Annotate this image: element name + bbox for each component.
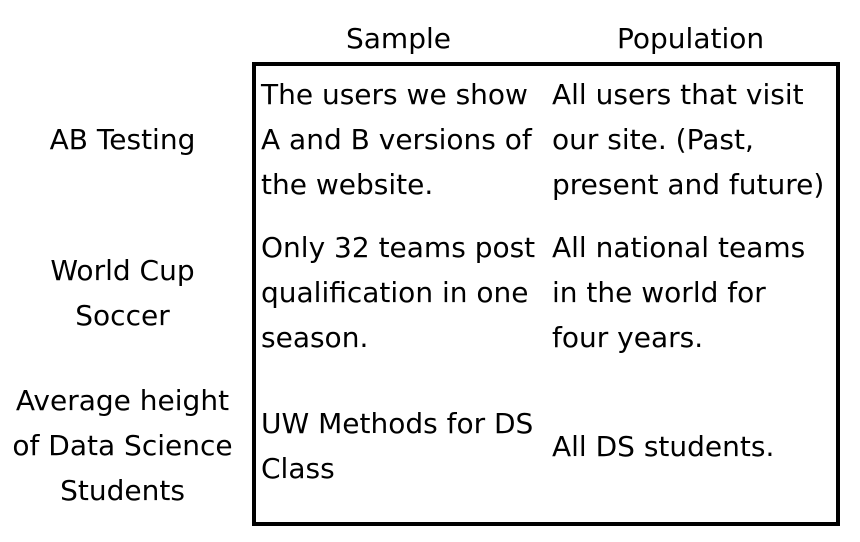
cell-line: present and future): [552, 168, 825, 201]
row-label-line: Average height: [15, 384, 230, 417]
cell-sample-average-height: UW Methods for DS Class: [261, 401, 533, 491]
cell-line: All national teams: [552, 231, 806, 264]
cell-line: four years.: [552, 321, 704, 354]
row-label-line: AB Testing: [49, 123, 196, 156]
cell-line: UW Methods for DS: [261, 407, 534, 440]
cell-line: All users that visit: [552, 78, 804, 111]
cell-line: The users we show: [261, 78, 528, 111]
row-label-line: World Cup: [50, 254, 195, 287]
cell-line: Only 32 teams post: [261, 231, 536, 264]
cell-sample-ab-testing: The users we show A and B versions of th…: [261, 72, 532, 207]
cell-population-world-cup-soccer: All national teams in the world for four…: [552, 225, 805, 360]
cell-sample-world-cup-soccer: Only 32 teams post qualification in one …: [261, 225, 535, 360]
cell-population-average-height: All DS students.: [552, 424, 774, 469]
column-header-population: Population: [617, 22, 765, 55]
cell-line: season.: [261, 321, 369, 354]
cell-line: our site. (Past,: [552, 123, 754, 156]
row-label-line: Students: [60, 474, 185, 507]
row-label-line: of Data Science: [12, 429, 233, 462]
cell-line: in the world for: [552, 276, 766, 309]
row-label-ab-testing: AB Testing: [0, 117, 245, 162]
cell-line: All DS students.: [552, 430, 775, 463]
cell-line: qualification in one: [261, 276, 529, 309]
column-header-sample: Sample: [346, 22, 451, 55]
cell-population-ab-testing: All users that visit our site. (Past, pr…: [552, 72, 824, 207]
cell-line: the website.: [261, 168, 434, 201]
row-label-world-cup-soccer: World Cup Soccer: [0, 248, 245, 338]
table-border: [252, 62, 840, 526]
row-label-line: Soccer: [75, 299, 170, 332]
cell-line: Class: [261, 452, 335, 485]
cell-line: A and B versions of: [261, 123, 532, 156]
row-label-average-height: Average height of Data Science Students: [0, 378, 245, 513]
